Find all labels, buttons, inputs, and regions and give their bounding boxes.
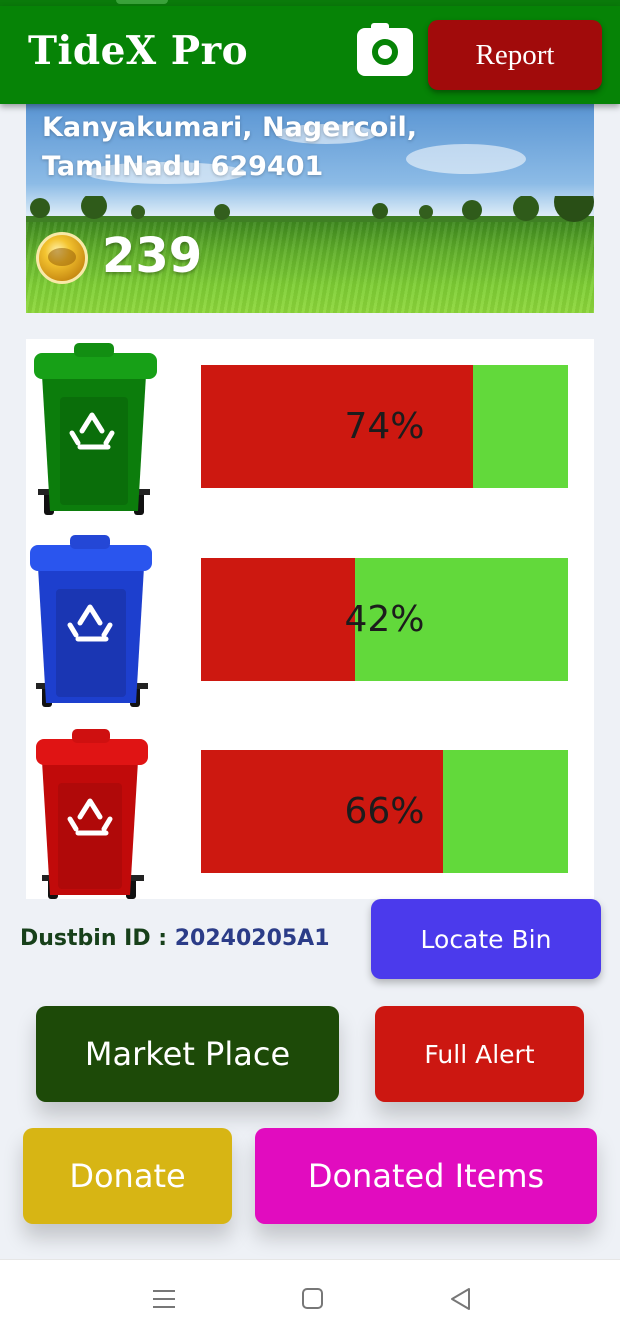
coin-icon xyxy=(36,232,88,284)
market-place-button[interactable]: Market Place xyxy=(36,1006,339,1102)
dustbin-id: Dustbin ID : 20240205A1 xyxy=(20,926,330,951)
red-dustbin-icon xyxy=(36,729,148,899)
green-dustbin-icon xyxy=(34,343,157,515)
bin-fill-level xyxy=(201,558,356,681)
system-nav-bar xyxy=(0,1259,620,1336)
bin-fill-percent: 66% xyxy=(344,791,425,832)
bin-fill-bar-blue: 42% xyxy=(201,558,568,681)
bin-row-green: 74% xyxy=(26,339,594,519)
home-icon[interactable] xyxy=(302,1288,323,1309)
bin-row-blue: 42% xyxy=(26,533,594,713)
location-banner: Kanyakumari, Nagercoil, TamilNadu 629401… xyxy=(26,104,594,313)
location-address: Kanyakumari, Nagercoil, TamilNadu 629401 xyxy=(42,112,418,182)
donate-button[interactable]: Donate xyxy=(23,1128,232,1224)
bins-panel: 74% 42% xyxy=(26,339,594,899)
tree-line xyxy=(26,196,594,222)
status-indicator xyxy=(116,0,168,4)
status-bar xyxy=(0,0,620,6)
bin-fill-bar-green: 74% xyxy=(201,365,568,488)
menu-icon[interactable] xyxy=(153,1288,175,1310)
coin-count: 239 xyxy=(102,228,203,284)
bin-fill-level xyxy=(201,750,444,873)
donated-items-button[interactable]: Donated Items xyxy=(255,1128,597,1224)
bin-fill-level xyxy=(201,365,473,488)
app-title: TideX Pro xyxy=(28,28,249,74)
locate-bin-button[interactable]: Locate Bin xyxy=(371,899,601,979)
dustbin-id-label: Dustbin ID : xyxy=(20,926,175,951)
grass-field xyxy=(26,222,594,313)
bin-row-red: 66% xyxy=(26,725,594,905)
camera-icon[interactable] xyxy=(357,23,413,76)
bin-fill-percent: 74% xyxy=(344,406,425,447)
app-header: TideX Pro Report xyxy=(0,6,620,104)
report-button[interactable]: Report xyxy=(428,20,602,90)
back-icon[interactable] xyxy=(449,1287,473,1311)
blue-dustbin-icon xyxy=(30,535,152,707)
full-alert-button[interactable]: Full Alert xyxy=(375,1006,584,1102)
bin-fill-percent: 42% xyxy=(344,599,425,640)
bin-fill-bar-red: 66% xyxy=(201,750,568,873)
dustbin-id-value: 20240205A1 xyxy=(174,926,330,951)
